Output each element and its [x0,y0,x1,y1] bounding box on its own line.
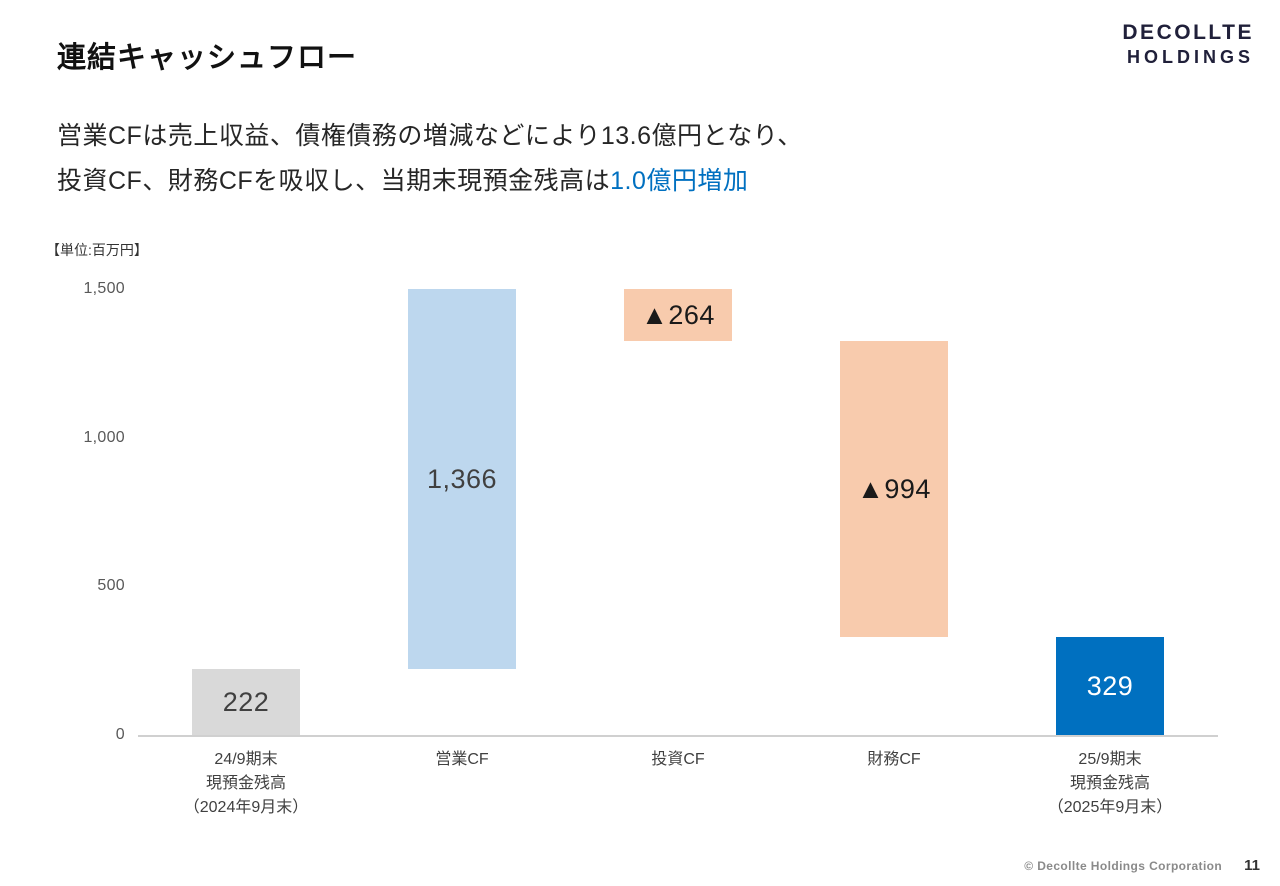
footer: © Decollte Holdings Corporation 11 [1024,857,1260,874]
y-tick-label: 1,500 [83,280,125,297]
waterfall-bar: ▲264 [624,289,732,342]
summary-line1: 営業CFは売上収益、債権債務の増減などにより13.6億円となり、 [57,122,803,150]
bar-value-label: ▲264 [641,299,715,330]
logo-line1: DECOLLTE [1122,21,1254,44]
plot-area: 222 1,366 ▲264 ▲994 329 [138,289,1218,737]
category-label: 投資CF [651,751,705,768]
bar-column: ▲264 [570,289,786,735]
y-tick-label: 0 [115,726,125,743]
y-tick-label: 1,000 [83,428,125,446]
logo-line2: HOLDINGS [1126,47,1254,67]
y-tick-label: 500 [97,577,125,595]
waterfall-bar: 1,366 [408,289,516,669]
bar-value-label: 1,366 [426,463,498,494]
page-title: 連結キャッシュフロー [57,42,358,74]
bar-value-label: 329 [1086,670,1134,701]
category-label: 営業CF [435,751,489,768]
category-label: 財務CF [867,751,921,768]
category-label: 25/9期末 現預金残高 （2025年9月末） [1047,751,1173,816]
waterfall-bar: ▲994 [840,341,948,637]
summary-line2: 投資CF、財務CFを吸収し、当期末現預金残高は1.0億円増加 [57,159,803,204]
copyright-text: © Decollte Holdings Corporation [1024,859,1223,873]
page-number: 11 [1244,857,1260,874]
bar-column: ▲994 [786,289,1002,735]
bar-value-label: ▲994 [857,473,931,504]
waterfall-bar: 329 [1056,637,1164,735]
unit-label: 【単位:百万円】 [46,242,148,258]
bar-value-label: 222 [222,686,270,717]
bar-column: 222 [138,289,354,735]
summary-line2-black: 投資CF、財務CFを吸収し、当期末現預金残高は [57,167,611,195]
category-axis: 24/9期末 現預金残高 （2024年9月末） 営業CF 投資CF 財務CF 25/9期末現… [138,748,1218,820]
summary-text: 営業CFは売上収益、債権債務の増減などにより13.6億円となり、 投資CF、財務… [57,114,803,204]
bar-column: 329 [1002,289,1218,735]
y-axis: 1,500 1,000 500 0 [0,280,125,743]
waterfall-bar: 222 [192,669,300,735]
bar-column: 1,366 [354,289,570,735]
summary-line2-highlight: 1.0億円増加 [610,167,749,195]
company-logo: DECOLLTE HOLDINGS [1122,20,1254,68]
category-label: 24/9期末 現預金残高 （2024年9月末） [183,751,309,816]
